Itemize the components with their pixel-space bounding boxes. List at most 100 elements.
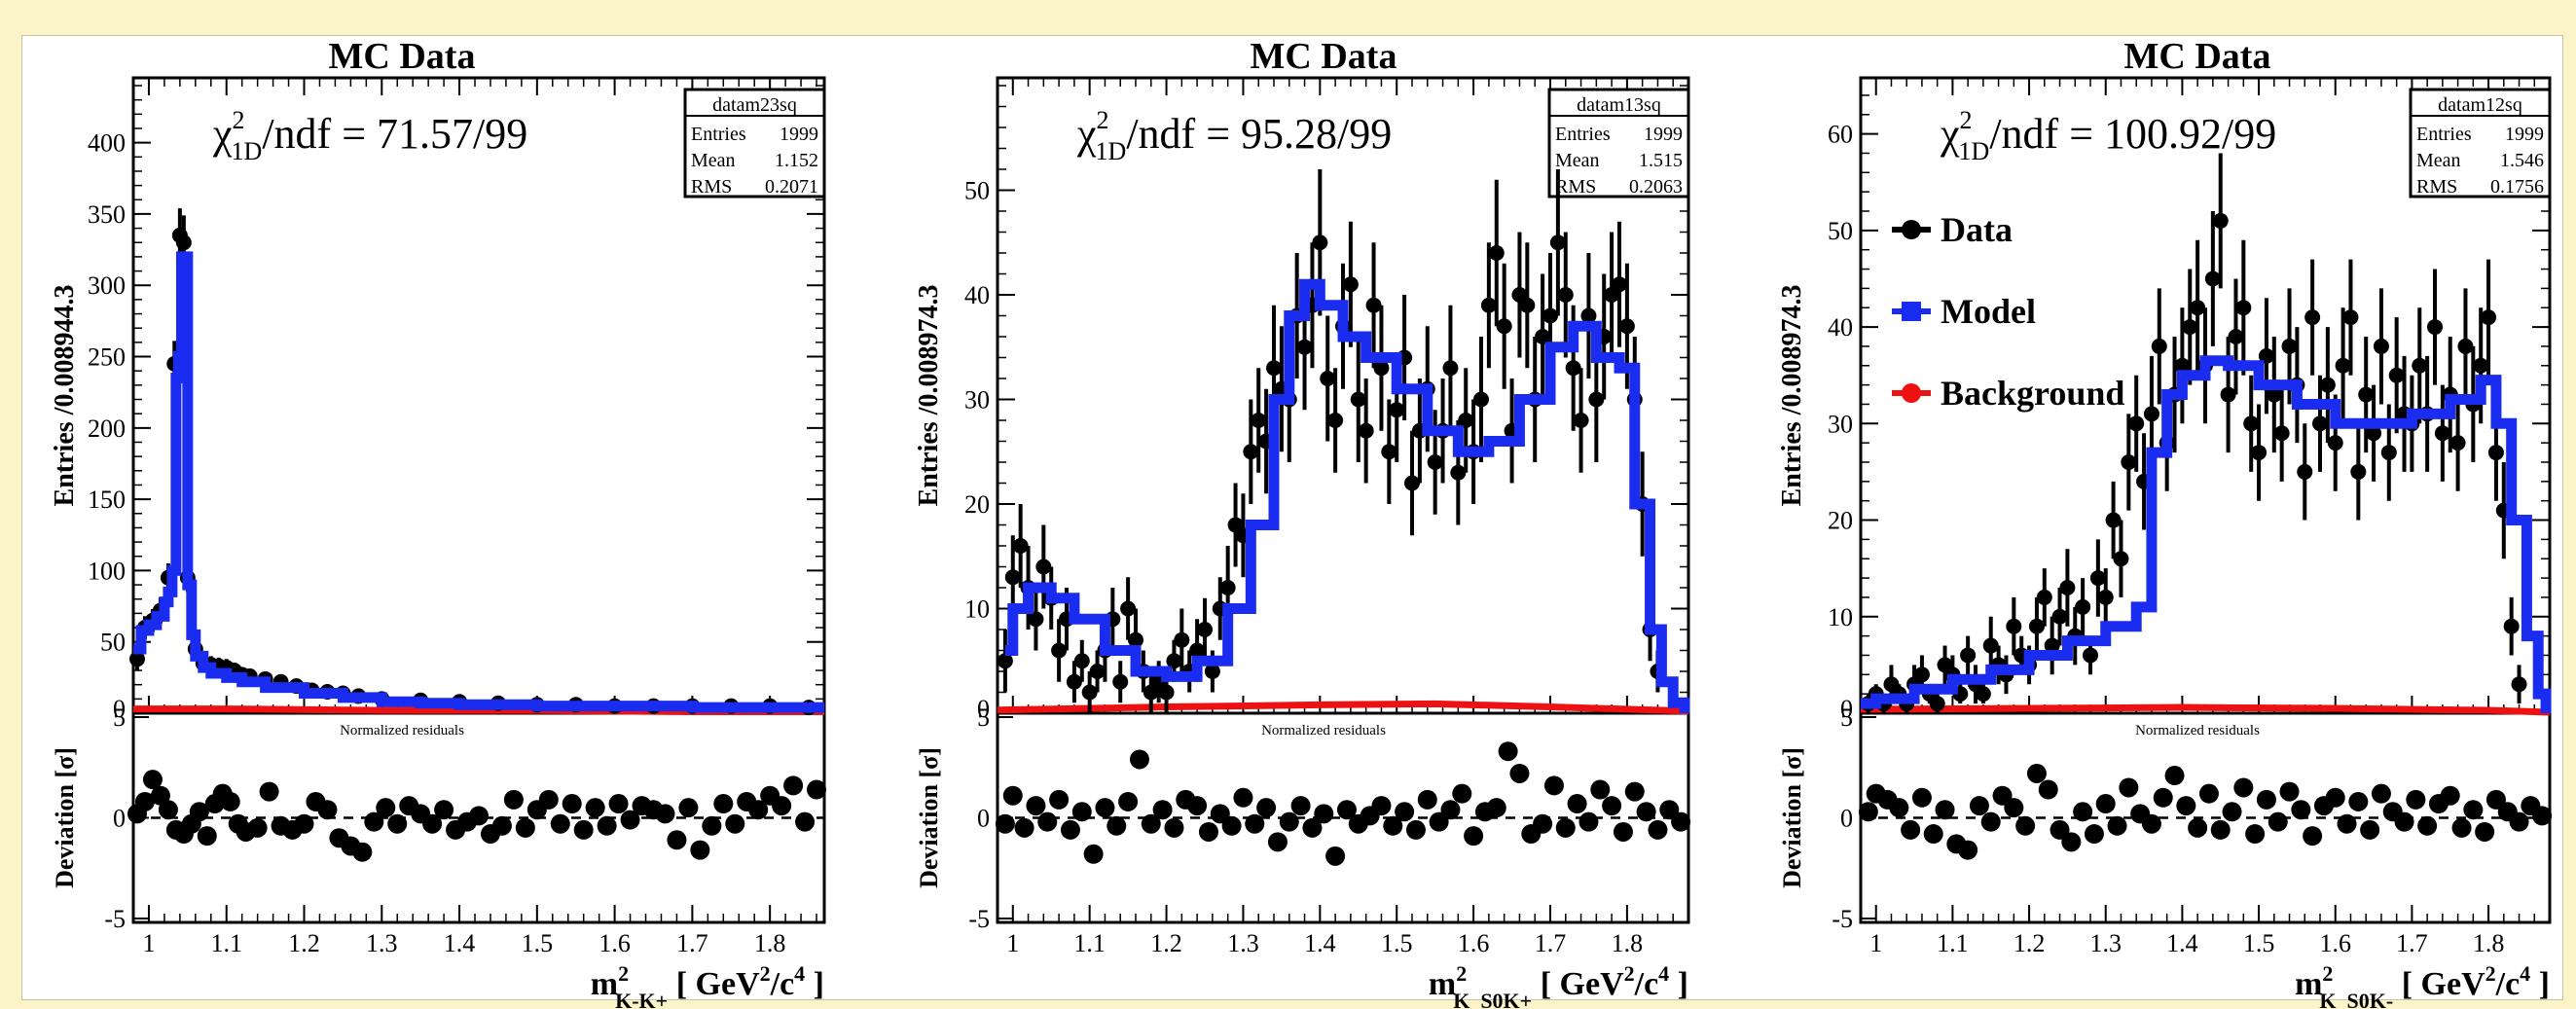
residual-point xyxy=(197,826,217,847)
residual-point xyxy=(1118,791,1139,811)
data-point xyxy=(1612,276,1627,293)
y-axis-label: Entries /0.008974.3 xyxy=(914,285,944,507)
data-point xyxy=(2266,386,2282,403)
stats-key: RMS xyxy=(1555,176,1596,198)
y-tick-label: 400 xyxy=(88,129,126,158)
residual-point xyxy=(772,796,792,816)
residual-y-tick-label: -5 xyxy=(1832,905,1853,933)
data-point xyxy=(2281,338,2298,354)
chi2-part: 2 xyxy=(1097,106,1109,134)
x-axis-label: m2 K-K+ [ GeV2/c4 ] xyxy=(591,961,824,1009)
data-point xyxy=(1381,444,1397,460)
residual-point xyxy=(387,813,408,834)
data-point xyxy=(1373,360,1390,377)
residual-point xyxy=(247,817,268,838)
residual-point xyxy=(1302,817,1323,838)
data-point xyxy=(1535,329,1551,344)
data-point xyxy=(1365,297,1382,313)
data-point xyxy=(1982,637,1999,654)
x-axis-label-part: 2 xyxy=(760,961,771,986)
x-axis-label-part: /c xyxy=(770,966,795,1002)
data-point xyxy=(1081,684,1098,701)
x-tick-label: 1.6 xyxy=(2319,929,2351,957)
data-point xyxy=(2143,406,2159,422)
y-tick-label: 150 xyxy=(88,486,126,514)
chi2-label: χ2 1D/ndf = 100.92/99 xyxy=(1940,106,2276,165)
data-point xyxy=(1066,673,1082,690)
residual-point xyxy=(2233,777,2254,798)
x-tick-label: 1.1 xyxy=(1073,929,1106,957)
y-tick-label: 50 xyxy=(1828,217,1853,245)
stats-key: Entries xyxy=(691,124,746,145)
data-point xyxy=(2373,338,2389,354)
x-tick-label: 1.7 xyxy=(2396,929,2428,957)
residual-point xyxy=(2268,811,2288,832)
residual-point xyxy=(469,806,489,826)
residual-point xyxy=(2337,813,2357,834)
model-curve xyxy=(1861,355,2552,713)
x-axis-label-part: 2 xyxy=(2322,961,2333,986)
x-axis-label-part: m xyxy=(1429,966,1456,1002)
residual-point xyxy=(2061,832,2082,852)
residual-point xyxy=(2256,789,2276,810)
residual-y-tick-label: 5 xyxy=(977,703,990,732)
residual-point xyxy=(294,813,314,834)
stats-value: 1.152 xyxy=(775,150,818,171)
residual-point xyxy=(2360,819,2380,840)
legend-marker xyxy=(1902,302,1921,321)
data-point xyxy=(2380,445,2397,461)
data-point xyxy=(2089,570,2106,587)
residual-y-tick-label: 5 xyxy=(1840,703,1853,732)
data-point xyxy=(2297,463,2313,480)
residual-point xyxy=(1325,846,1346,866)
residual-point xyxy=(2084,824,2104,845)
residual-point xyxy=(1002,785,1023,806)
data-point xyxy=(1028,611,1044,628)
residual-point xyxy=(1049,789,1070,810)
residual-point xyxy=(1210,804,1230,824)
x-tick-label: 1.2 xyxy=(1150,929,1182,957)
data-point xyxy=(1012,538,1029,554)
x-axis-label-part: K-K+ xyxy=(615,989,668,1009)
data-point xyxy=(1189,642,1206,659)
data-point xyxy=(2036,589,2052,605)
x-axis-label: m2 K_S0K- [ GeV2/c4 ] xyxy=(2295,961,2550,1009)
data-point xyxy=(2366,425,2382,442)
x-axis-label-part: K_S0K+ xyxy=(1453,989,1532,1009)
residual-point xyxy=(503,789,524,810)
residual-y-axis-label: Deviation [σ] xyxy=(51,747,79,888)
background-curve xyxy=(997,700,1689,715)
data-point xyxy=(2427,319,2443,336)
data-point xyxy=(2190,300,2206,316)
chi2-part: 1D xyxy=(1959,137,1990,165)
panel-1: MC Data Entries /0.008944.3 Deviation [σ] 5… xyxy=(50,36,827,1009)
stats-value: 0.1756 xyxy=(2490,176,2544,198)
data-point xyxy=(1473,391,1489,408)
x-tick-label: 1.1 xyxy=(210,929,242,957)
data-point xyxy=(2044,637,2060,654)
residual-point xyxy=(220,791,240,811)
residual-point xyxy=(690,840,710,860)
residual-y-tick-label: 5 xyxy=(113,703,126,732)
stats-key: Mean xyxy=(691,150,736,171)
chi2-part: χ xyxy=(1940,110,1960,158)
y-tick-label: 40 xyxy=(964,281,990,309)
residual-y-tick-label: 0 xyxy=(1840,805,1853,833)
data-point xyxy=(1166,653,1182,669)
y-tick-label: 300 xyxy=(88,271,126,300)
stats-value: 1999 xyxy=(780,124,818,145)
x-axis-label-part: 4 xyxy=(794,961,805,986)
data-point xyxy=(1929,696,1945,712)
residual-point xyxy=(2176,796,2196,816)
data-point xyxy=(1204,664,1220,679)
data-point xyxy=(2350,463,2367,480)
residual-y-tick-label: -5 xyxy=(968,905,990,933)
y-tick-label: 50 xyxy=(964,177,990,205)
residual-point xyxy=(1026,796,1046,816)
data-point xyxy=(1342,276,1359,293)
residual-title: Normalized residuals xyxy=(340,723,464,739)
residual-point xyxy=(1371,796,1392,816)
residual-point xyxy=(1290,796,1311,816)
background-curve xyxy=(1860,703,2551,716)
residual-point xyxy=(2509,811,2529,832)
